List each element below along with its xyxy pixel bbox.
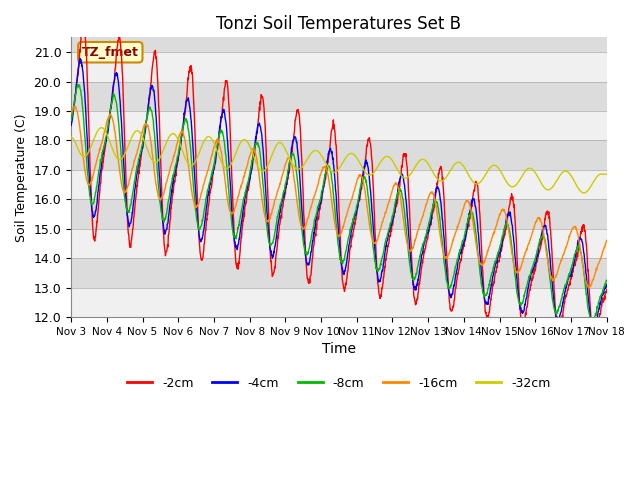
-16cm: [131, 157, 139, 163]
-2cm: [295, 110, 303, 116]
-4cm: [603, 281, 611, 287]
-2cm: [131, 205, 139, 211]
Bar: [71, 111, 607, 141]
-8cm: [372, 264, 380, 270]
Legend: -2cm, -4cm, -8cm, -16cm, -32cm: -2cm, -4cm, -8cm, -16cm, -32cm: [122, 372, 556, 395]
-4cm: [67, 123, 75, 129]
-8cm: [588, 319, 595, 324]
Bar: [71, 288, 607, 317]
-2cm: [109, 90, 116, 96]
-16cm: [372, 240, 380, 245]
Line: -32cm: -32cm: [71, 128, 607, 193]
Y-axis label: Soil Temperature (C): Soil Temperature (C): [15, 113, 28, 241]
-8cm: [109, 95, 116, 101]
-32cm: [295, 166, 303, 172]
-2cm: [316, 206, 323, 212]
-16cm: [70, 104, 78, 109]
-2cm: [80, 19, 88, 24]
-4cm: [589, 326, 596, 332]
-2cm: [591, 339, 598, 345]
Line: -4cm: -4cm: [71, 59, 607, 329]
-2cm: [67, 120, 75, 125]
-32cm: [67, 134, 75, 140]
-16cm: [586, 285, 593, 291]
-8cm: [67, 118, 75, 123]
-32cm: [306, 152, 314, 158]
Line: -16cm: -16cm: [71, 107, 607, 288]
Title: Tonzi Soil Temperatures Set B: Tonzi Soil Temperatures Set B: [216, 15, 461, 33]
Text: TZ_fmet: TZ_fmet: [82, 46, 139, 59]
-4cm: [306, 258, 314, 264]
-16cm: [109, 119, 116, 124]
-32cm: [109, 147, 116, 153]
-2cm: [306, 280, 314, 286]
-8cm: [306, 243, 314, 249]
-8cm: [75, 82, 83, 87]
-16cm: [316, 175, 323, 181]
-2cm: [372, 254, 380, 260]
-16cm: [67, 110, 75, 116]
-8cm: [131, 178, 139, 183]
-8cm: [295, 190, 303, 195]
-32cm: [131, 129, 139, 135]
-8cm: [316, 200, 323, 206]
Bar: [71, 199, 607, 229]
-16cm: [306, 208, 314, 214]
-4cm: [76, 56, 84, 61]
Bar: [71, 52, 607, 82]
-4cm: [131, 187, 139, 193]
-2cm: [603, 287, 611, 292]
Bar: [71, 141, 607, 170]
Line: -2cm: -2cm: [71, 22, 607, 342]
-32cm: [316, 150, 323, 156]
-4cm: [295, 158, 303, 164]
Bar: [71, 229, 607, 258]
Bar: [71, 258, 607, 288]
X-axis label: Time: Time: [322, 342, 356, 357]
-4cm: [316, 202, 323, 207]
-32cm: [580, 190, 588, 196]
-8cm: [603, 277, 611, 283]
Bar: [71, 82, 607, 111]
Bar: [71, 170, 607, 199]
Line: -8cm: -8cm: [71, 84, 607, 322]
-4cm: [372, 264, 380, 270]
-4cm: [109, 84, 116, 90]
-16cm: [603, 238, 611, 243]
-32cm: [603, 171, 611, 177]
-16cm: [295, 211, 303, 216]
-32cm: [372, 167, 380, 172]
-32cm: [98, 125, 106, 131]
